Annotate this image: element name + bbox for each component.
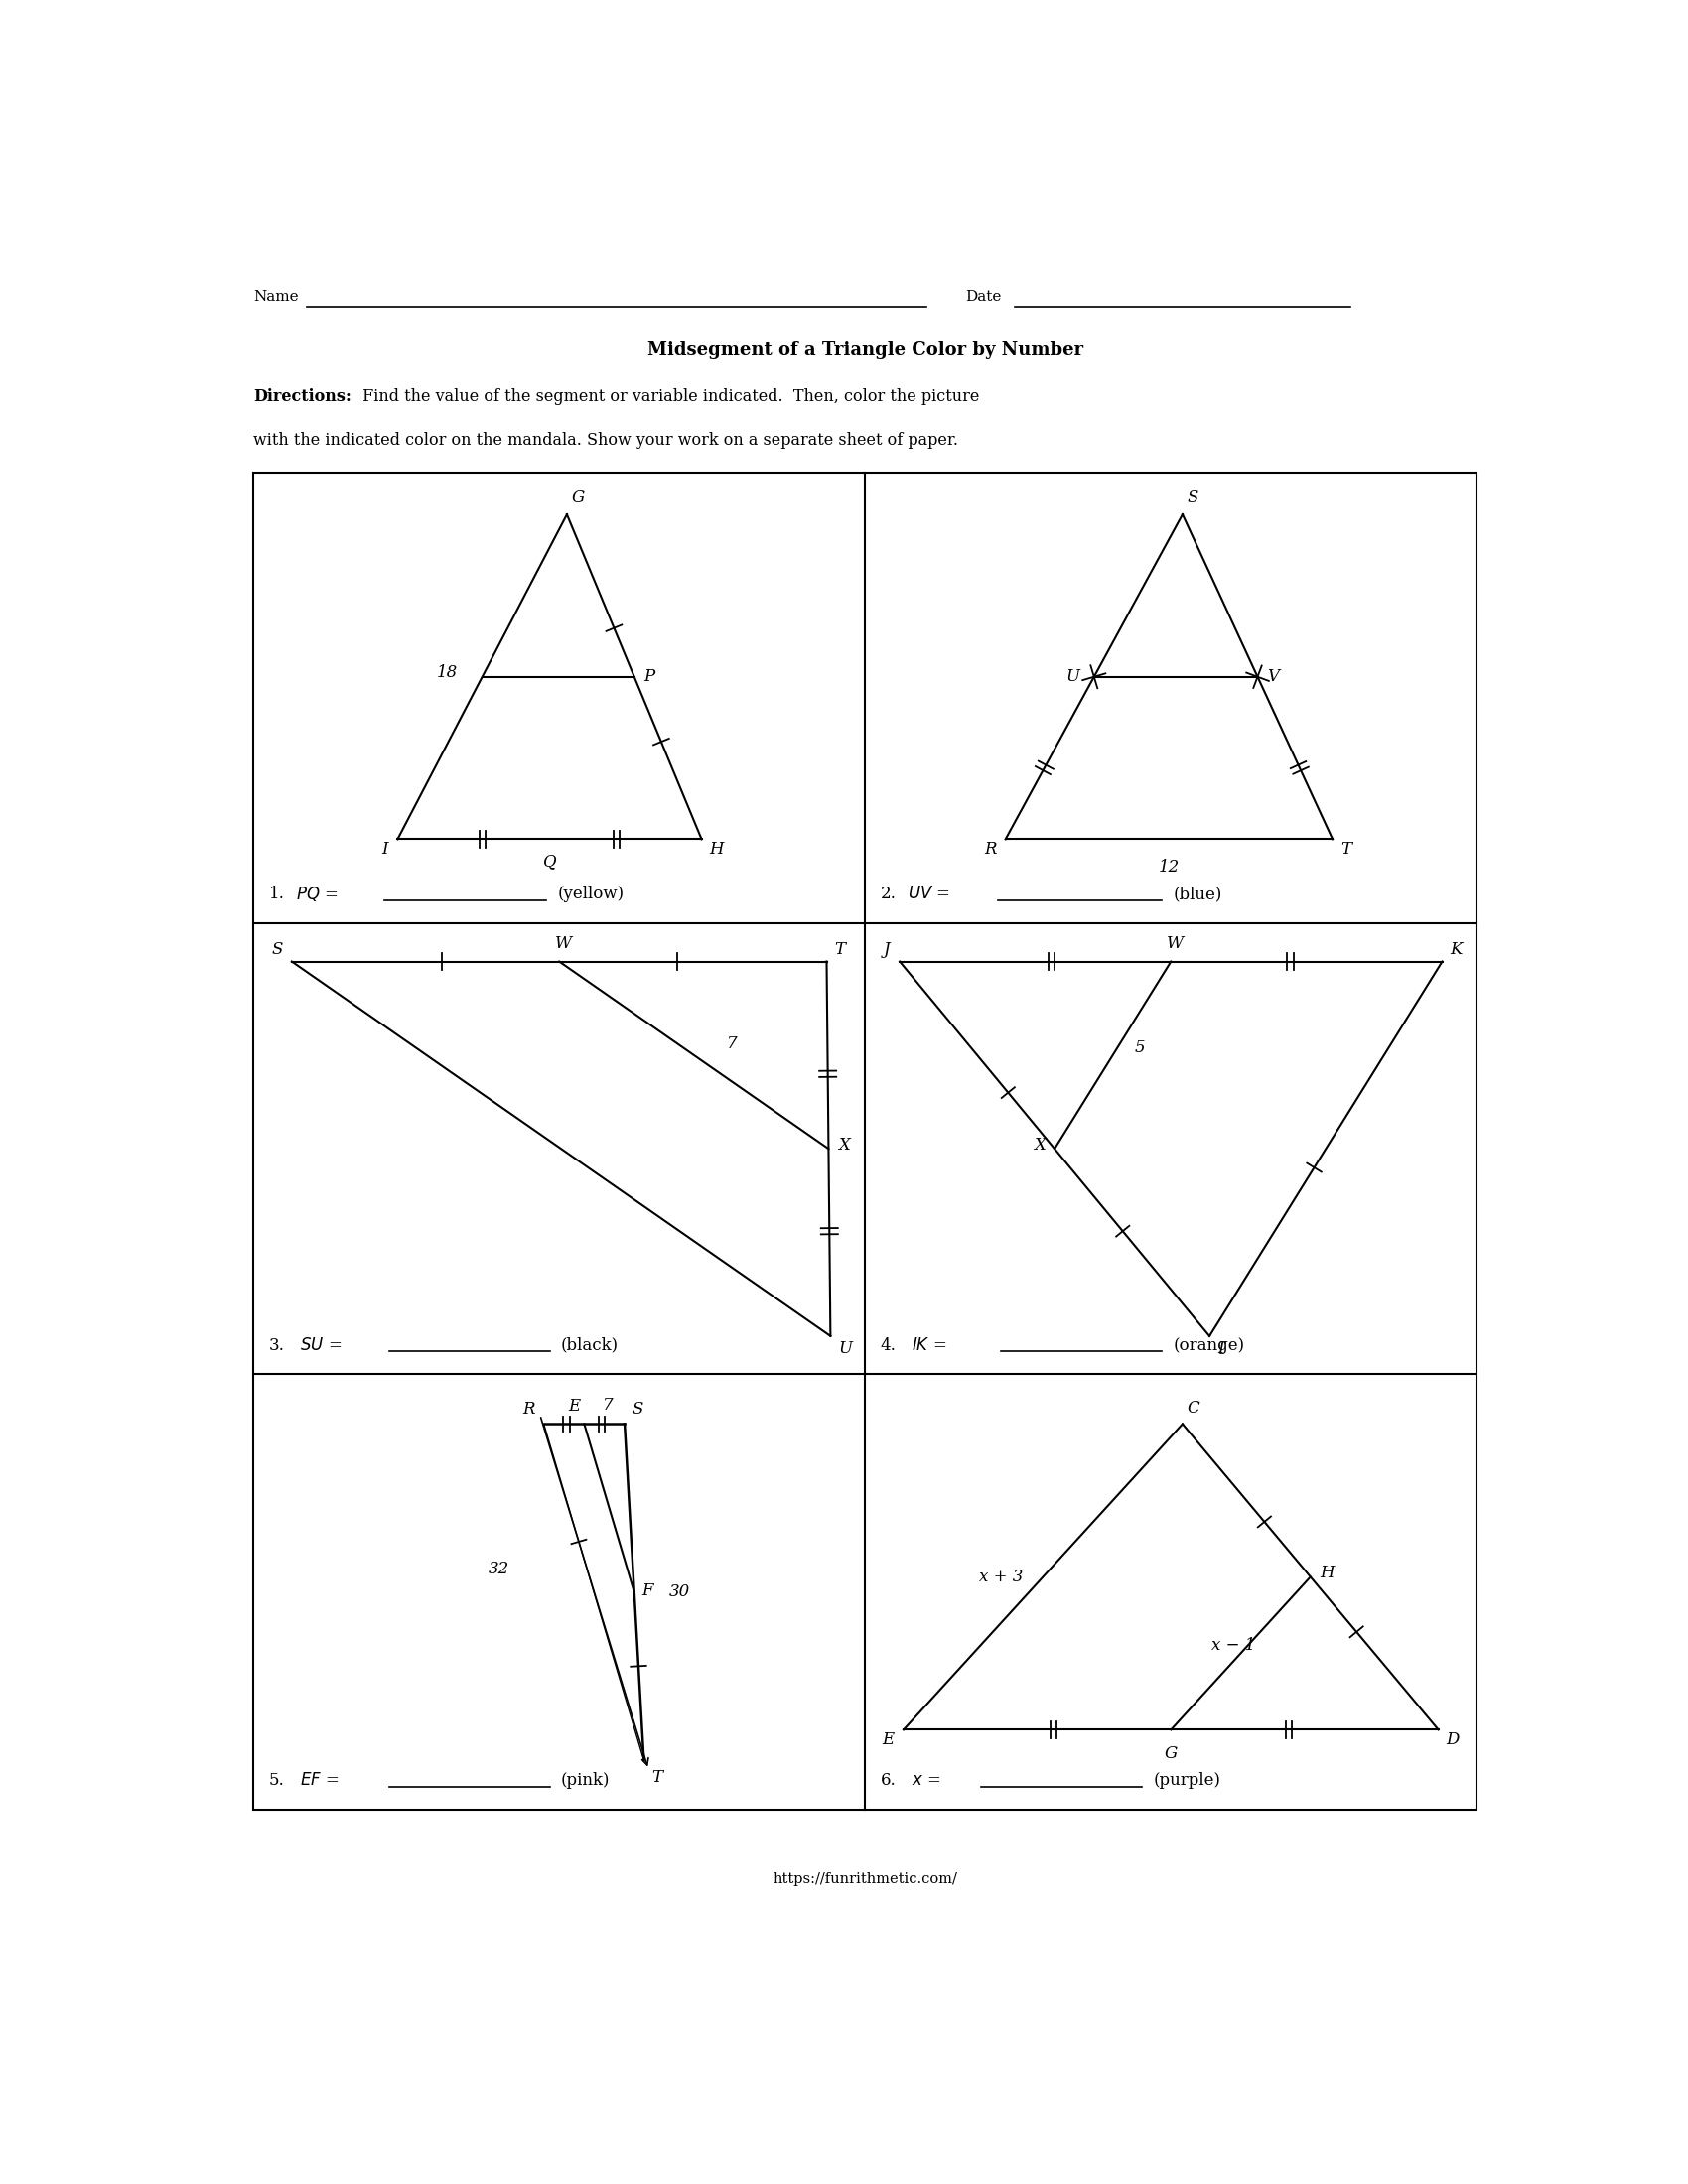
Text: R: R	[984, 841, 996, 858]
Text: S: S	[272, 941, 282, 957]
Text: Find the value of the segment or variable indicated.  Then, color the picture: Find the value of the segment or variabl…	[358, 389, 979, 404]
Text: D: D	[1447, 1732, 1460, 1747]
Text: T: T	[834, 941, 846, 957]
Text: $x$ =: $x$ =	[912, 1773, 940, 1789]
Text: S: S	[1187, 489, 1198, 507]
Text: 30: 30	[668, 1583, 690, 1601]
Text: T: T	[1340, 841, 1352, 858]
Text: 5: 5	[1134, 1040, 1144, 1055]
Text: E: E	[883, 1732, 895, 1747]
Text: Name: Name	[253, 290, 299, 304]
Text: Date: Date	[966, 290, 1001, 304]
Text: 32: 32	[488, 1562, 510, 1577]
Text: 1.: 1.	[268, 887, 285, 902]
Text: (blue): (blue)	[1173, 887, 1222, 902]
Text: 12: 12	[1158, 858, 1180, 876]
Text: Directions:: Directions:	[253, 389, 351, 404]
Text: (orange): (orange)	[1173, 1337, 1244, 1354]
Text: x + 3: x + 3	[979, 1568, 1023, 1586]
Text: $EF$ =: $EF$ =	[299, 1773, 339, 1789]
Text: 2.: 2.	[881, 887, 896, 902]
Text: $PQ$ =: $PQ$ =	[295, 885, 338, 904]
Text: Midsegment of a Triangle Color by Number: Midsegment of a Triangle Color by Number	[647, 341, 1084, 358]
Text: (pink): (pink)	[560, 1773, 611, 1789]
Text: 3.: 3.	[268, 1337, 285, 1354]
Text: F: F	[641, 1581, 653, 1599]
Text: W: W	[1166, 935, 1183, 952]
Text: X: X	[1033, 1136, 1045, 1153]
Text: T: T	[652, 1769, 663, 1787]
Text: (black): (black)	[560, 1337, 619, 1354]
Text: 4.: 4.	[881, 1337, 896, 1354]
Text: R: R	[522, 1400, 535, 1417]
Text: https://funrithmetic.com/: https://funrithmetic.com/	[773, 1872, 957, 1885]
Text: K: K	[1450, 941, 1462, 957]
Text: $UV$ =: $UV$ =	[908, 887, 950, 902]
Text: H: H	[1320, 1564, 1334, 1581]
Text: $IK$ =: $IK$ =	[912, 1337, 947, 1354]
Text: 5.: 5.	[268, 1773, 284, 1789]
Text: I: I	[1217, 1339, 1224, 1356]
Text: x − 1: x − 1	[1210, 1638, 1256, 1653]
Text: W: W	[555, 935, 572, 952]
Text: 7: 7	[603, 1396, 613, 1413]
Text: S: S	[633, 1400, 643, 1417]
Text: (yellow): (yellow)	[557, 887, 625, 902]
Text: V: V	[1266, 668, 1280, 686]
Text: 6.: 6.	[881, 1773, 896, 1789]
Text: 7: 7	[728, 1035, 738, 1053]
Text: with the indicated color on the mandala. Show your work on a separate sheet of p: with the indicated color on the mandala.…	[253, 432, 959, 448]
Text: G: G	[1165, 1745, 1178, 1762]
Text: 18: 18	[437, 664, 457, 681]
Text: X: X	[837, 1136, 849, 1153]
Text: C: C	[1187, 1400, 1200, 1417]
Text: $SU$ =: $SU$ =	[299, 1337, 341, 1354]
Text: J: J	[885, 941, 891, 957]
Text: Q: Q	[544, 854, 557, 869]
Text: H: H	[709, 841, 724, 858]
Text: G: G	[572, 489, 584, 507]
Text: U: U	[1067, 668, 1080, 686]
Text: I: I	[381, 841, 388, 858]
Text: U: U	[839, 1339, 852, 1356]
Text: (purple): (purple)	[1153, 1773, 1220, 1789]
Text: P: P	[643, 668, 655, 686]
Text: E: E	[569, 1398, 581, 1415]
